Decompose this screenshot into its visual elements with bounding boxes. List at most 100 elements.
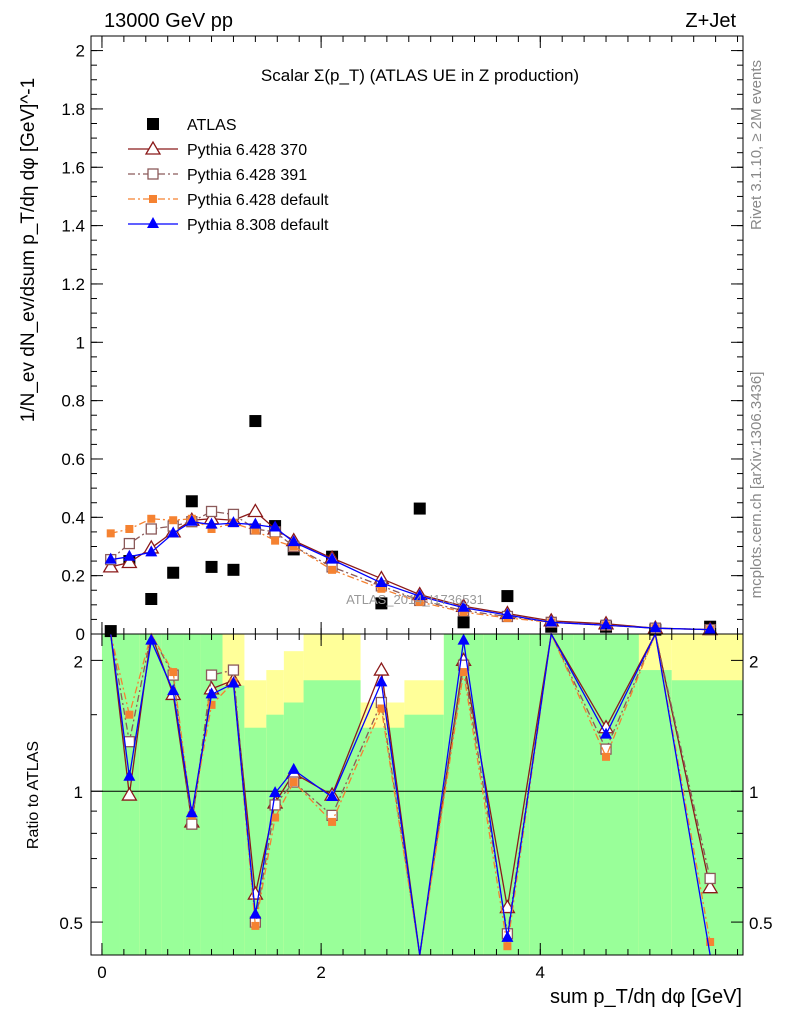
legend-entry: Pythia 6.428 370 [128, 140, 307, 159]
main-panel-series [102, 415, 719, 638]
data-point [375, 575, 388, 587]
green-band [443, 634, 484, 955]
data-point [600, 618, 613, 630]
legend-label: Pythia 6.428 default [187, 192, 329, 209]
ratio-point [207, 700, 216, 709]
green-band [183, 634, 201, 955]
data-point [123, 537, 136, 550]
ratio-panel-frame [90, 633, 744, 956]
panel-frames [90, 35, 744, 956]
legend-entry: Pythia 8.308 default [128, 217, 329, 234]
ratio-point [123, 769, 136, 781]
data-point [123, 549, 136, 561]
data-point [271, 536, 280, 545]
green-band [139, 634, 162, 955]
x-tick-label: 0 [97, 963, 106, 982]
data-point [287, 535, 300, 547]
data-point [205, 505, 218, 518]
ratio-point [269, 786, 282, 798]
data-point [704, 622, 717, 634]
green-band [573, 634, 639, 955]
ratio-y-tick-label-right: 0.5 [749, 914, 773, 933]
data-point [289, 542, 298, 551]
data-point [145, 523, 157, 535]
ratio-point [251, 921, 260, 930]
data-point [413, 589, 426, 601]
series-pythia-6-428-default [106, 514, 715, 634]
y-tick-label: 1.2 [61, 275, 85, 294]
ratio-point [600, 727, 613, 739]
x-tick-label: 4 [536, 963, 545, 982]
data-point [106, 529, 115, 538]
ratio-point [185, 806, 198, 818]
ratio-point [227, 664, 240, 676]
data-point [207, 524, 216, 533]
data-point [121, 554, 138, 569]
y-tick-label: 1.8 [61, 100, 85, 119]
green-band [638, 670, 672, 955]
green-band [671, 680, 743, 955]
ratio-point [271, 813, 280, 822]
y-tick-label: 2 [76, 42, 85, 61]
legend-marker [147, 168, 159, 180]
data-point [227, 563, 240, 576]
legend: ATLAS Pythia 6.428 370 Pythia 6.428 391 Pyt… [128, 117, 329, 234]
ratio-point [205, 669, 218, 681]
data-point [185, 514, 198, 526]
ratio-point [377, 704, 386, 713]
data-point [457, 616, 470, 629]
series-line [110, 510, 711, 631]
ratio-point [167, 684, 180, 696]
legend-marker [149, 195, 157, 203]
data-point [104, 552, 117, 564]
chart-title: Scalar Σ(p_T) (ATLAS UE in Z production) [261, 66, 579, 85]
data-point [328, 565, 337, 574]
ratio-point [706, 937, 715, 946]
ratio-point [503, 942, 512, 951]
green-band [161, 634, 184, 955]
ratio-y-tick-label-right: 2 [749, 652, 758, 671]
y-tick-label: 0.8 [61, 392, 85, 411]
ratio-point [328, 817, 337, 826]
legend-marker [147, 217, 159, 228]
ratio-point [186, 818, 198, 830]
ratio-point [249, 907, 262, 919]
data-point [501, 608, 514, 620]
green-band [101, 634, 120, 955]
data-point [147, 514, 156, 523]
legend-marker [144, 140, 162, 155]
data-point [413, 502, 426, 515]
data-point [102, 558, 119, 573]
y-tick-label: 1 [76, 333, 85, 352]
data-point [326, 552, 339, 564]
axis-ticks: 0 0.2 0.4 0.6 0.8 1 1.2 1.4 1.6 1.8 2 0 2 4 0.5 0.5 1 1 2 2 [59, 35, 773, 982]
green-band [529, 634, 574, 955]
header-right: Z+Jet [685, 10, 736, 32]
ratio-point [289, 778, 298, 787]
ratio-uncertainty-bands [101, 634, 743, 955]
green-band [283, 702, 304, 955]
x-tick-label: 2 [316, 963, 325, 982]
data-point [249, 415, 262, 428]
legend-marker [147, 118, 159, 130]
data-point [377, 584, 386, 593]
ratio-y-tick-label-right: 1 [749, 783, 758, 802]
series-line [110, 521, 711, 631]
data-point [269, 520, 282, 532]
ratio-point [704, 872, 716, 885]
data-point [145, 545, 158, 557]
y-tick-label: 1.4 [61, 217, 85, 236]
ratio-point [602, 752, 611, 761]
legend-label: Pythia 8.308 default [187, 217, 329, 234]
ratio-point [121, 786, 138, 801]
ratio-point [457, 633, 470, 645]
data-point [227, 516, 240, 528]
data-point [545, 615, 558, 627]
ratio-point [701, 879, 719, 894]
data-point [459, 608, 468, 617]
y-tick-label: 0.4 [61, 508, 85, 527]
data-point [375, 597, 388, 610]
y-tick-label: 1.6 [61, 158, 85, 177]
series-pythia-6-428-391 [105, 505, 716, 636]
